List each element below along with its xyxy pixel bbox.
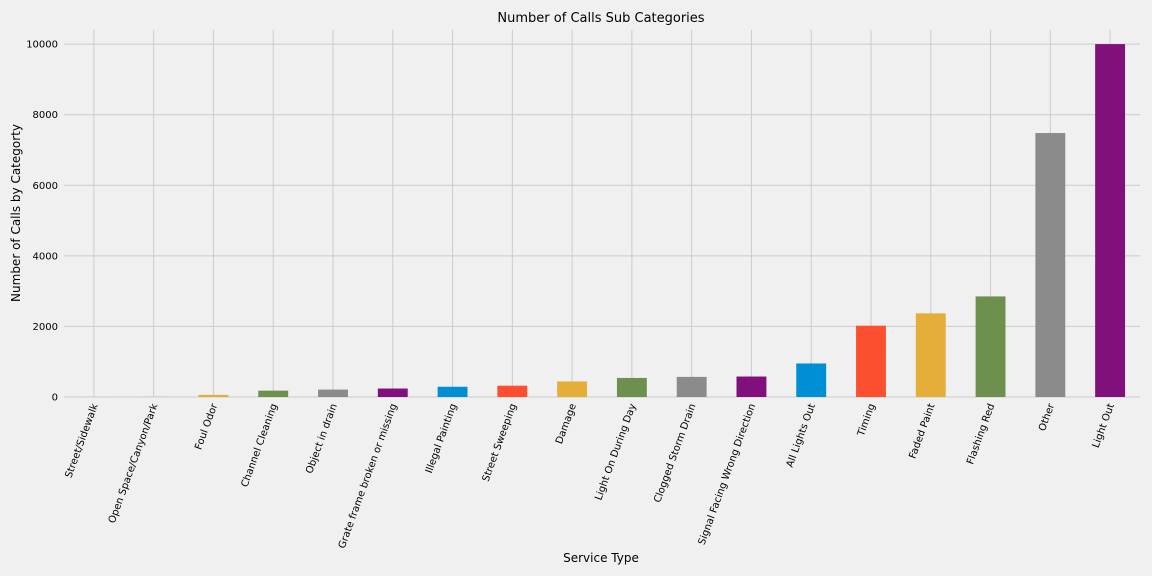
bar-clogged-storm-drain (676, 376, 707, 397)
bar-faded-paint (915, 313, 946, 397)
bar-flashing-red (975, 296, 1006, 397)
bar-street-sweeping (497, 385, 528, 397)
x-tick-label: All Lights Out (785, 402, 818, 469)
y-tick-label: 10000 (26, 40, 58, 51)
x-axis-ticks: Street/Sidewalk Open Space/Canyon/Park Fou… (64, 401, 1117, 550)
x-tick-label: Grate frame broken or missing (337, 402, 400, 550)
bar-timing (856, 325, 886, 397)
y-axis-label: Number of Calls by Categorty (9, 124, 23, 302)
x-tick-label: Flashing Red (965, 402, 997, 466)
bar-all-lights-out (796, 363, 827, 397)
x-tick-label: Clogged Storm Drain (652, 402, 698, 504)
bars (78, 44, 1126, 398)
y-tick-label: 6000 (33, 181, 58, 192)
bar-object-in-drain (318, 389, 348, 397)
x-tick-label: Timing (856, 402, 878, 438)
x-tick-label: Channel Cleaning (240, 402, 280, 489)
bar-light-on-during-day (616, 377, 647, 397)
bar-damage (557, 381, 588, 397)
y-tick-label: 8000 (33, 110, 58, 121)
bar-grate-frame-broken-or-missing (377, 388, 408, 397)
y-tick-label: 0 (52, 393, 58, 404)
bar-light-out (1095, 44, 1126, 397)
x-tick-label: Street Sweeping (481, 402, 519, 483)
x-tick-label: Object in drain (304, 402, 340, 475)
bar-illegal-painting (437, 386, 468, 397)
x-tick-label: Signal Facing Wrong Direction (697, 402, 758, 546)
y-tick-label: 2000 (33, 322, 58, 333)
bar-signal-facing-wrong-direction (736, 376, 767, 397)
x-tick-label: Other (1037, 401, 1057, 432)
x-tick-label: Illegal Painting (424, 402, 459, 475)
x-tick-label: Street/Sidewalk (64, 402, 101, 479)
x-tick-label: Foul Odor (193, 401, 220, 451)
y-tick-label: 4000 (33, 251, 58, 262)
x-tick-label: Damage (554, 402, 579, 445)
y-axis-ticks: 0 2000 4000 6000 8000 10000 (26, 40, 58, 404)
bar-other (1035, 133, 1066, 398)
x-tick-label: Open Space/Canyon/Park (107, 402, 161, 525)
x-axis-label: Service Type (563, 551, 639, 565)
x-tick-label: Light On During Day (593, 402, 638, 502)
bar-foul-odor (198, 394, 229, 397)
x-tick-label: Light Out (1091, 402, 1117, 449)
x-tick-label: Faded Paint (908, 402, 938, 460)
bar-channel-cleaning (258, 390, 289, 397)
chart-title: Number of Calls Sub Categories (497, 11, 704, 26)
